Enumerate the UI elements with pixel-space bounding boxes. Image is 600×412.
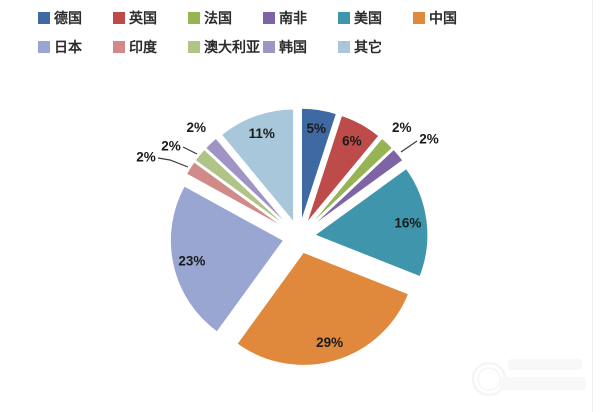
slice-label-other: 11% — [249, 126, 275, 141]
slice-label-france: 2% — [392, 120, 412, 135]
legend-swatch-other — [338, 41, 350, 53]
legend-swatch-korea — [263, 41, 275, 53]
page-edge-divider — [592, 0, 593, 412]
slice-label-korea: 2% — [187, 120, 207, 135]
legend-swatch-australia — [188, 41, 200, 53]
slice-label-south-africa: 2% — [419, 132, 439, 147]
legend-label-australia: 澳大利亚 — [204, 39, 260, 55]
legend-item-germany[interactable]: 德国 — [38, 8, 113, 28]
pie-slice-india[interactable] — [185, 161, 286, 229]
pie-slice-uk[interactable] — [306, 114, 380, 224]
legend-swatch-south-africa — [263, 12, 275, 24]
pie-slice-south-africa[interactable] — [310, 148, 404, 228]
pie-slice-france[interactable] — [309, 137, 394, 226]
legend-item-china[interactable]: 中国 — [413, 8, 488, 28]
chart-legend: 德国 英国 法国 南非 美国 中国日本 印度 澳大利亚 韩国 其它 — [38, 8, 488, 57]
legend-item-india[interactable]: 印度 — [113, 37, 188, 57]
legend-item-korea[interactable]: 韩国 — [263, 37, 338, 57]
legend-swatch-usa — [338, 12, 350, 24]
pie-slice-germany[interactable] — [301, 107, 338, 222]
legend-label-usa: 美国 — [354, 10, 382, 26]
slice-label-germany: 5% — [306, 121, 326, 136]
legend-label-other: 其它 — [354, 39, 382, 55]
pie-slice-australia[interactable] — [194, 148, 288, 228]
legend-item-uk[interactable]: 英国 — [113, 8, 188, 28]
legend-label-china: 中国 — [429, 10, 457, 26]
legend-label-germany: 德国 — [54, 10, 82, 26]
pie-slice-other[interactable] — [220, 108, 295, 224]
legend-item-australia[interactable]: 澳大利亚 — [188, 37, 263, 57]
legend-item-other[interactable]: 其它 — [338, 37, 413, 57]
legend-label-japan: 日本 — [54, 39, 82, 55]
slice-label-australia: 2% — [161, 139, 181, 154]
slice-label-uk: 6% — [342, 133, 362, 148]
legend-item-south-africa[interactable]: 南非 — [263, 8, 338, 28]
pie-slice-china[interactable] — [236, 251, 410, 366]
legend-swatch-uk — [113, 12, 125, 24]
label-leader-line-australia — [182, 146, 198, 155]
watermark — [471, 359, 586, 397]
slice-label-china: 29% — [316, 335, 343, 350]
legend-label-india: 印度 — [129, 39, 157, 55]
legend-item-france[interactable]: 法国 — [188, 8, 263, 28]
legend-label-korea: 韩国 — [279, 39, 307, 55]
legend-label-france: 法国 — [204, 10, 232, 26]
legend-label-uk: 英国 — [129, 10, 157, 26]
legend-swatch-china — [413, 12, 425, 24]
slice-label-usa: 16% — [394, 216, 421, 231]
legend-label-south-africa: 南非 — [279, 10, 307, 26]
legend-swatch-germany — [38, 12, 50, 24]
label-leader-line-india — [157, 157, 189, 168]
label-leader-line-south-africa — [400, 140, 418, 153]
pie-slice-japan[interactable] — [169, 185, 285, 333]
legend-swatch-india — [113, 41, 125, 53]
legend-swatch-japan — [38, 41, 50, 53]
slice-label-japan: 23% — [178, 253, 205, 268]
pie-slice-usa[interactable] — [313, 167, 429, 278]
legend-item-japan[interactable]: 日本 — [38, 37, 113, 57]
legend-item-usa[interactable]: 美国 — [338, 8, 413, 28]
slice-label-india: 2% — [136, 150, 156, 165]
legend-swatch-france — [188, 12, 200, 24]
pie-slice-korea[interactable] — [204, 137, 289, 226]
